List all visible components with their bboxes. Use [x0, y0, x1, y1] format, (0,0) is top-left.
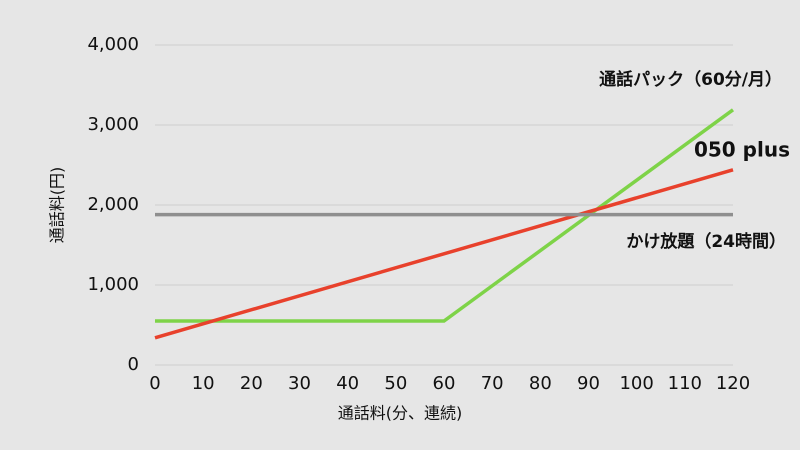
series-label: 050 plus	[694, 138, 790, 162]
y-tick-label: 1,000	[87, 274, 139, 295]
x-tick-label: 30	[288, 373, 311, 394]
y-tick-label: 0	[128, 354, 139, 375]
x-tick-label: 70	[481, 373, 504, 394]
y-tick-label: 4,000	[87, 34, 139, 55]
y-tick-label: 3,000	[87, 114, 139, 135]
x-tick-label: 10	[192, 373, 215, 394]
x-tick-label: 110	[668, 373, 702, 394]
series-line	[155, 108, 735, 323]
x-tick-label: 0	[149, 373, 160, 394]
series-line	[154, 168, 734, 340]
series-label: かけ放題（24時間）	[626, 231, 786, 252]
y-axis-label: 通話料(円)	[48, 167, 67, 244]
series-label: 通話パック（60分/月）	[599, 69, 782, 90]
x-tick-label: 100	[619, 373, 653, 394]
x-tick-label: 50	[384, 373, 407, 394]
x-tick-label: 120	[716, 373, 750, 394]
x-axis-label: 通話料(分、連続)	[338, 404, 463, 423]
x-tick-label: 80	[529, 373, 552, 394]
x-tick-label: 40	[336, 373, 359, 394]
x-tick-label: 20	[240, 373, 263, 394]
x-tick-label: 90	[577, 373, 600, 394]
x-tick-label: 60	[433, 373, 456, 394]
y-tick-label: 2,000	[87, 194, 139, 215]
